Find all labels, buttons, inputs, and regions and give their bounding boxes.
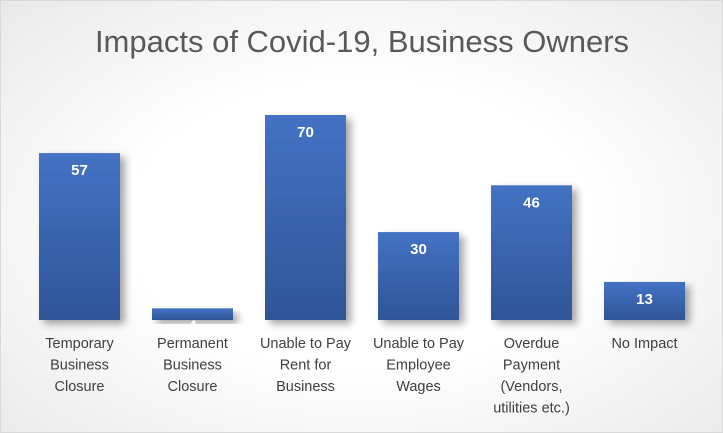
category-label-line: Permanent <box>157 336 228 352</box>
category-label-line: Unable to Pay <box>373 336 465 352</box>
bar <box>39 153 120 320</box>
category-label-line: Business <box>50 358 109 374</box>
category-label: Unable to Pay Rent for Business <box>260 336 352 395</box>
bar-value-label: 70 <box>297 124 314 141</box>
category-label: Temporary Business Closure <box>45 336 114 395</box>
bar-value-label: 13 <box>636 291 653 308</box>
value-labels-layer: 57 4 70 30 46 13 <box>71 124 653 334</box>
bar-value-label: 46 <box>523 194 540 211</box>
bar <box>152 308 233 320</box>
category-label-line: Overdue <box>504 336 560 352</box>
category-label-line: utilities etc.) <box>493 401 570 417</box>
category-label-line: Wages <box>396 379 441 395</box>
category-label-line: Rent for <box>280 358 332 374</box>
bar-value-label: 4 <box>188 317 197 334</box>
bar <box>378 232 459 320</box>
bar-value-label: 30 <box>410 241 427 258</box>
category-label-line: Temporary <box>45 336 114 352</box>
category-label: No Impact <box>611 336 677 352</box>
category-label-line: No Impact <box>611 336 677 352</box>
category-label-line: Business <box>276 379 335 395</box>
category-label: Overdue Payment (Vendors, utilities etc.) <box>493 336 570 417</box>
category-label-line: Business <box>163 358 222 374</box>
category-label-line: Employee <box>386 358 450 374</box>
bar-value-label: 57 <box>71 162 88 179</box>
bar <box>491 185 572 320</box>
category-label-line: Closure <box>168 379 218 395</box>
bar <box>604 281 685 320</box>
category-label-line: Payment <box>503 358 560 374</box>
category-label-line: (Vendors, <box>500 379 562 395</box>
category-label-line: Closure <box>55 379 105 395</box>
bars-layer <box>39 115 685 320</box>
category-label: Permanent Business Closure <box>157 336 228 395</box>
category-label: Unable to Pay Employee Wages <box>373 336 465 395</box>
bar <box>265 115 346 320</box>
chart-title: Impacts of Covid-19, Business Owners <box>95 24 629 59</box>
category-label-line: Unable to Pay <box>260 336 352 352</box>
category-labels-layer: Temporary Business Closure Permanent Busines… <box>45 336 677 417</box>
